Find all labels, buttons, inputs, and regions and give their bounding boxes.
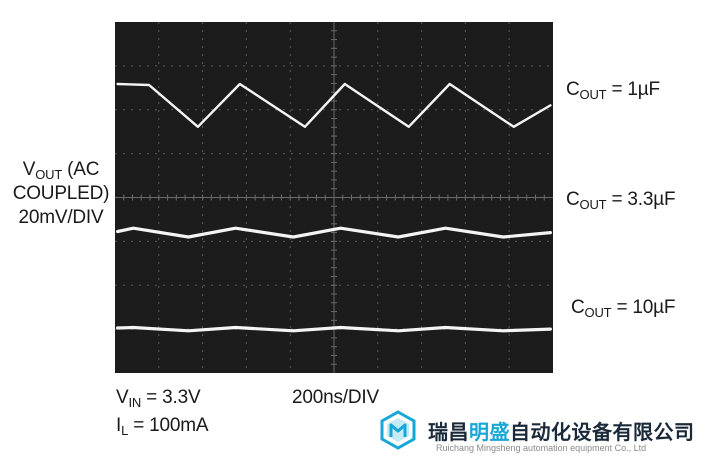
series-label-cout-1uf: COUT = 1µF	[566, 79, 660, 102]
trace-cout-3-3uf	[115, 226, 553, 239]
y-axis-label-line3: 20mV/DIV	[18, 207, 104, 228]
company-logo-icon	[380, 410, 416, 450]
company-name-english: Ruichang Mingsheng automation equipment …	[436, 443, 647, 453]
y-axis-label-line1: VOUT (AC	[22, 159, 100, 182]
scope-traces	[115, 82, 553, 333]
il-condition-label: IL = 100mA	[116, 415, 209, 438]
scope-grid	[115, 22, 553, 373]
series-label-cout-3-3uf: COUT = 3.3µF	[566, 189, 676, 212]
y-axis-label-line2: COUPLED)	[12, 183, 110, 204]
company-watermark: 瑞昌明盛自动化设备有限公司 Ruichang Mingsheng automat…	[378, 410, 708, 456]
trace-cout-1uf	[116, 82, 552, 129]
y-axis-label: VOUT (AC COUPLED) 20mV/DIV	[5, 158, 117, 230]
vin-condition-label: VIN = 3.3V	[116, 387, 201, 410]
series-label-cout-10uf: COUT = 10µF	[571, 297, 676, 320]
company-name: 瑞昌明盛自动化设备有限公司	[428, 422, 695, 444]
trace-cout-10uf	[115, 325, 553, 333]
x-axis-time-scale-label: 200ns/DIV	[292, 387, 379, 408]
